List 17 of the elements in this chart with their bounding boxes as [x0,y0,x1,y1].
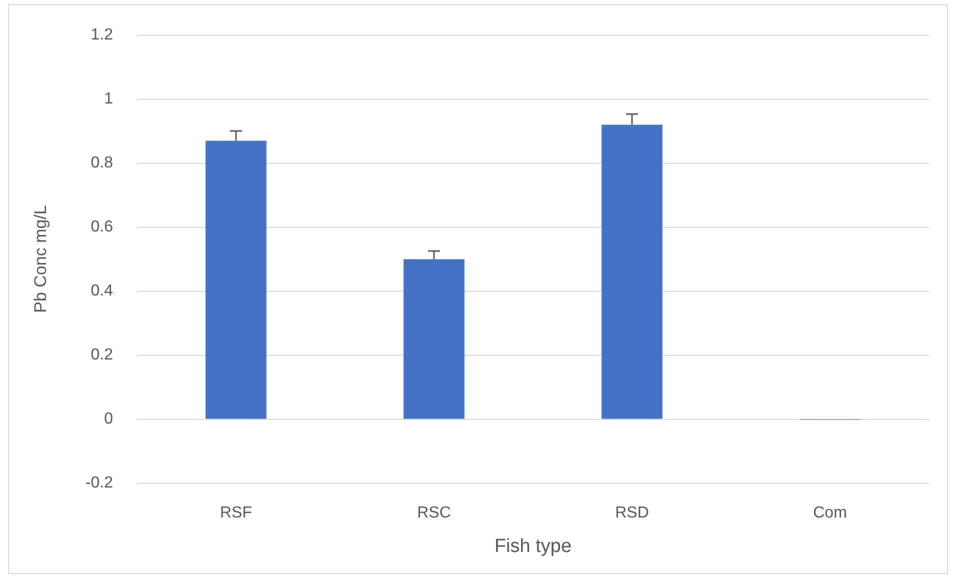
y-tick-label: 0 [104,410,114,428]
x-tick-label: RSC [417,504,451,522]
y-tick-label: 1.2 [90,26,114,44]
y-tick-label: 0.4 [90,282,114,300]
x-tick-label: RSD [615,504,649,522]
bar [403,259,465,419]
y-tick-label: 0.6 [90,218,114,236]
y-tick-label: -0.2 [85,474,114,492]
x-tick-label: RSF [220,504,252,522]
x-tick-label: Com [813,504,847,522]
y-axis-title: Pb Conc mg/L [31,205,50,313]
bar [601,124,663,419]
y-tick-label: 0.8 [90,154,114,172]
y-tick-label: 1 [104,90,114,108]
bar [205,140,267,419]
x-axis-title: Fish type [494,536,572,557]
y-tick-label: 0.2 [90,346,114,364]
